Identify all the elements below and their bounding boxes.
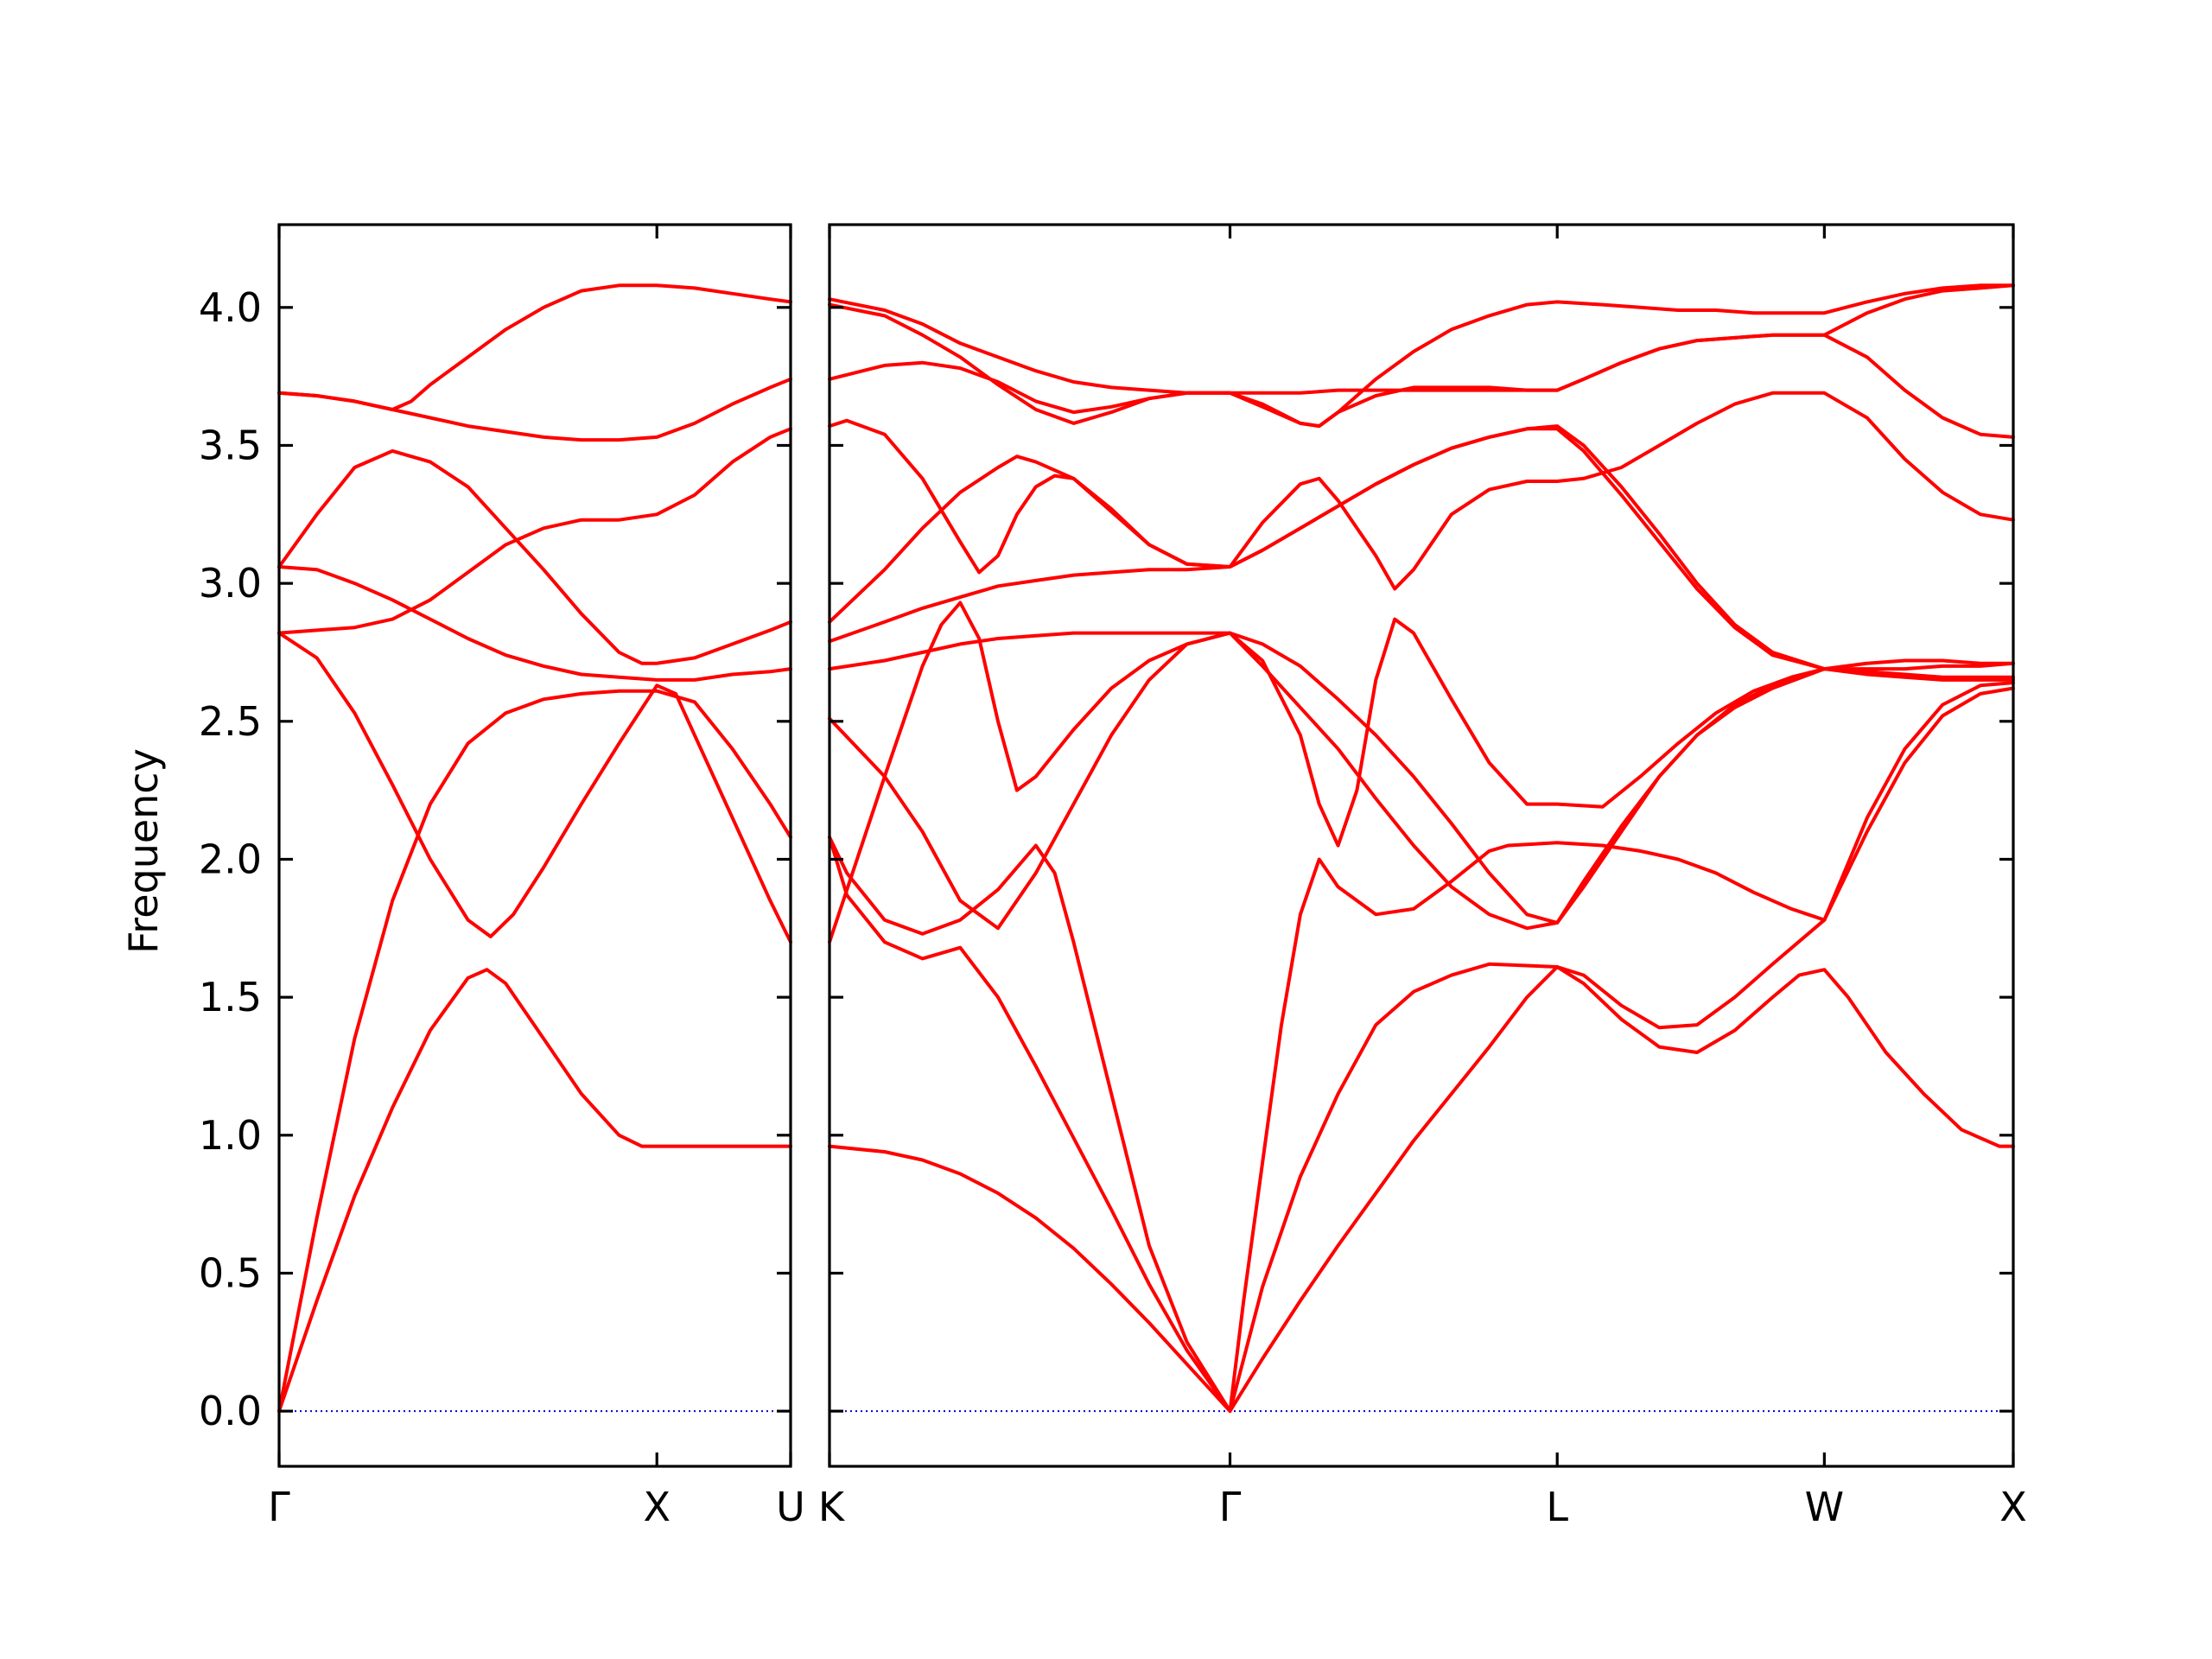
- y-tick-label: 0.0: [199, 1388, 262, 1434]
- x-tick-label: X: [1999, 1484, 2027, 1530]
- y-tick-label: 1.0: [199, 1112, 262, 1159]
- band-line-7: [277, 377, 792, 442]
- plot-frame: [277, 223, 792, 1468]
- y-tick-label: 1.5: [199, 974, 262, 1020]
- band-line-11: [828, 283, 2015, 425]
- band-line-8: [277, 283, 792, 411]
- y-tick-label: 0.5: [199, 1249, 262, 1296]
- band-line-4: [277, 427, 792, 635]
- band-line-3: [277, 631, 792, 944]
- band-line-6: [277, 448, 792, 665]
- x-tick-label: U: [776, 1484, 805, 1530]
- band-line-8: [828, 391, 2015, 624]
- band-line-6: [828, 631, 2015, 925]
- x-tick-label: K: [818, 1484, 846, 1530]
- band-line-4: [828, 601, 2015, 944]
- chart-panel-left: 0.0 0.5 1.0 1.5 2.0 2.5 3.0 3.5 4.0 Γ X U: [199, 223, 805, 1530]
- y-tick-label: 2.0: [199, 836, 262, 882]
- band-line-5: [828, 631, 2015, 931]
- x-tick-label: X: [643, 1484, 671, 1530]
- y-tick-label: 2.5: [199, 698, 262, 745]
- band-line-5: [277, 565, 792, 682]
- x-tick-label: L: [1546, 1484, 1568, 1530]
- band-line-9: [828, 418, 1827, 671]
- x-tick-label: Γ: [268, 1484, 290, 1530]
- y-tick-label: 3.0: [199, 560, 262, 607]
- band-line-3: [828, 686, 2015, 1414]
- band-line-1: [277, 968, 792, 1414]
- band-line-12: [828, 283, 2015, 429]
- band-line-10: [828, 333, 2015, 439]
- band-line-1: [828, 965, 2015, 1414]
- y-tick-label: 4.0: [199, 284, 262, 331]
- y-axis-label: Frequency: [120, 748, 167, 954]
- band-line-2: [828, 681, 2015, 1414]
- y-tick-label: 3.5: [199, 422, 262, 468]
- plot-frame: [828, 223, 2015, 1468]
- band-line-2: [277, 689, 792, 1414]
- x-tick-label: W: [1805, 1484, 1844, 1530]
- x-tick-label: Γ: [1219, 1484, 1242, 1530]
